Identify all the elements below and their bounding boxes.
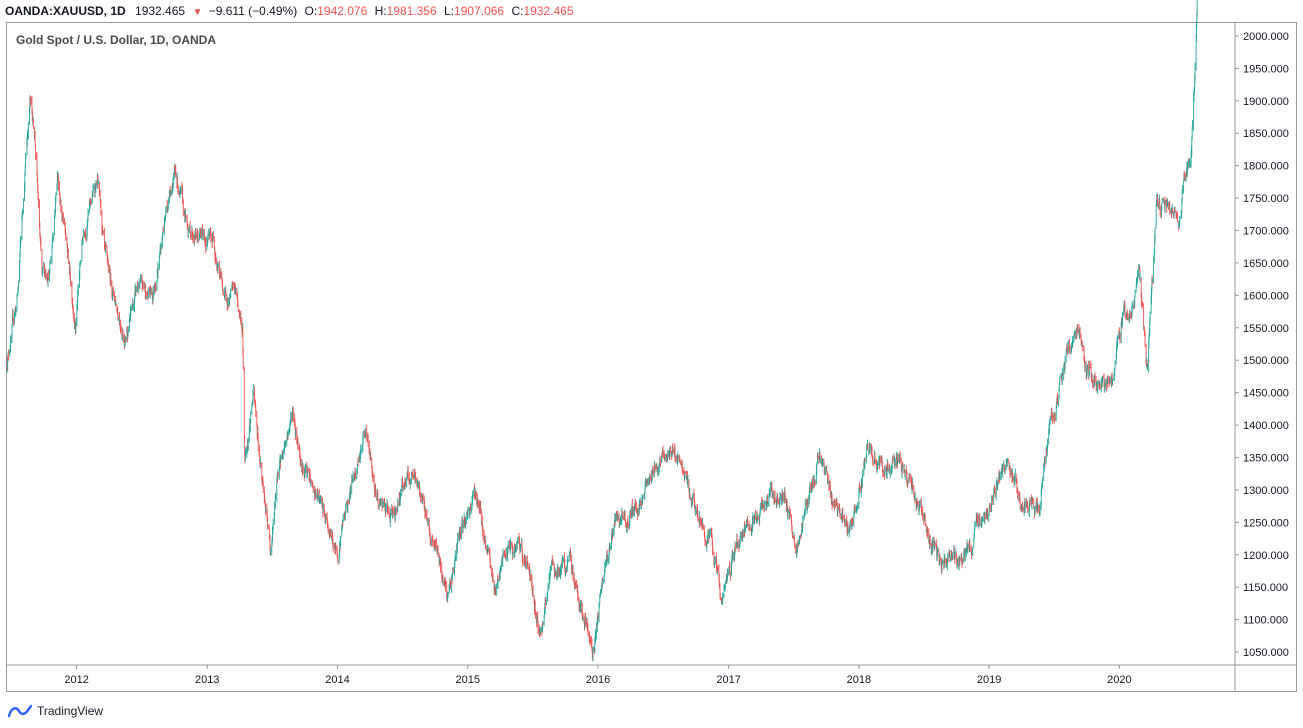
high-value: 1981.356 [386,4,437,18]
last-price: 1932.465 [135,4,186,18]
y-tick-label: 1100.000 [1243,615,1288,627]
y-tick-label: 1750.000 [1243,193,1289,205]
low-label: L: [444,4,455,18]
x-tick-label: 2013 [195,674,219,686]
open-value: 1942.076 [317,4,368,18]
y-tick-label: 1600.000 [1243,290,1289,302]
time-axis: 2012 2013 2014 2015 2016 2017 2018 2019 2020 [64,665,1132,686]
x-tick-label: 2016 [586,674,610,686]
y-tick-label: 1450.000 [1243,388,1289,400]
brand-name[interactable]: TradingView [37,704,104,718]
candles-layer [6,0,1198,662]
y-tick-label: 1300.000 [1243,485,1289,497]
y-tick-label: 1900.000 [1243,96,1289,108]
y-tick-label: 1200.000 [1243,550,1289,562]
footer: TradingView [7,702,103,720]
symbol-name[interactable]: OANDA:XAUUSD, 1D [5,4,126,18]
tradingview-logo-icon [7,704,33,718]
y-tick-label: 1150.000 [1243,582,1288,594]
x-tick-label: 2019 [977,674,1001,686]
y-tick-label: 1850.000 [1243,128,1289,140]
high-label: H: [374,4,387,18]
y-tick-label: 1800.000 [1243,161,1289,173]
x-tick-label: 2017 [716,674,740,686]
close-label: C: [511,4,524,18]
chart-frame [6,22,1297,692]
y-tick-label: 1500.000 [1243,355,1289,367]
y-tick-label: 1350.000 [1243,452,1289,464]
x-tick-label: 2020 [1107,674,1131,686]
price-change: −9.611 (−0.49%) [208,4,298,18]
price-axis: 1050.000 1100.000 1150.000 1200.000 1250.000… [1235,31,1289,659]
y-tick-label: 1250.000 [1243,517,1289,529]
symbol-header: OANDA:XAUUSD, 1D 1932.465 ▼ −9.611 (−0.4… [0,0,1303,22]
y-tick-label: 1400.000 [1243,420,1289,432]
x-tick-label: 2014 [325,674,349,686]
y-tick-label: 1950.000 [1243,63,1289,75]
low-value: 1907.066 [454,4,505,18]
x-tick-label: 2015 [455,674,479,686]
close-value: 1932.465 [523,4,574,18]
down-arrow-icon: ▼ [192,7,203,18]
y-tick-label: 1050.000 [1243,647,1289,659]
x-tick-label: 2018 [847,674,871,686]
y-tick-label: 1550.000 [1243,323,1289,335]
y-tick-label: 1650.000 [1243,258,1289,270]
x-tick-label: 2012 [64,674,88,686]
y-tick-label: 1700.000 [1243,226,1289,238]
open-label: O: [304,4,318,18]
chart-legend: Gold Spot / U.S. Dollar, 1D, OANDA [16,33,217,47]
y-tick-label: 2000.000 [1243,31,1289,43]
